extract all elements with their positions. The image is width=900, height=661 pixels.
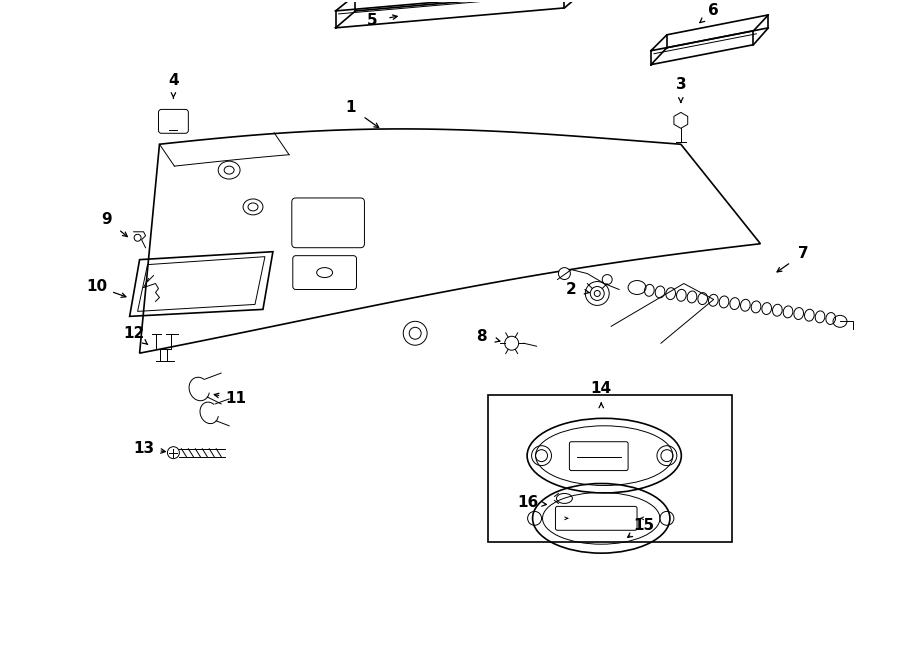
Text: 9: 9 xyxy=(102,212,112,227)
Text: 6: 6 xyxy=(708,3,719,19)
Text: 14: 14 xyxy=(590,381,612,397)
Text: 3: 3 xyxy=(676,77,686,92)
Text: 8: 8 xyxy=(476,329,487,344)
Text: 13: 13 xyxy=(133,441,154,456)
Text: 5: 5 xyxy=(367,13,378,28)
Circle shape xyxy=(602,274,612,284)
Text: 15: 15 xyxy=(634,518,654,533)
Text: 12: 12 xyxy=(123,326,144,341)
Text: 2: 2 xyxy=(566,282,577,297)
Text: 16: 16 xyxy=(517,495,538,510)
Text: 10: 10 xyxy=(86,279,107,294)
Text: 4: 4 xyxy=(168,73,179,88)
Text: 1: 1 xyxy=(346,100,356,115)
Text: 11: 11 xyxy=(226,391,247,407)
Circle shape xyxy=(558,268,571,280)
Bar xyxy=(488,395,732,542)
Text: 7: 7 xyxy=(798,246,808,261)
